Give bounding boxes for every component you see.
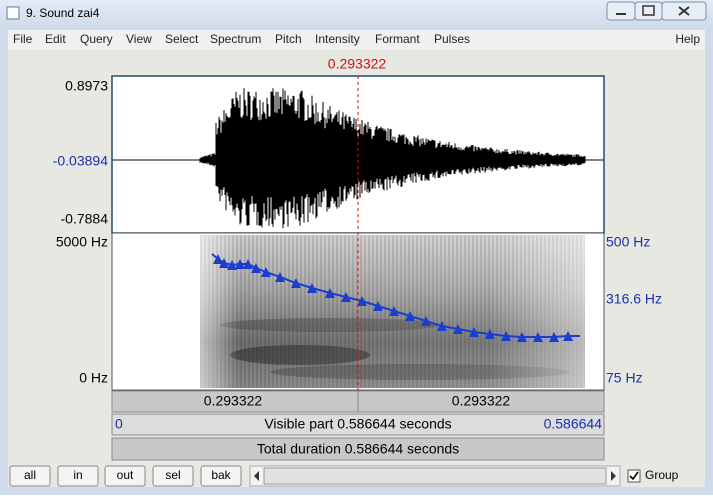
- toolbar-button[interactable]: [104, 465, 146, 487]
- selection-left: 0.293322: [204, 393, 263, 409]
- frequency-max: 5000 Hz: [56, 234, 108, 250]
- pitch-min: 75 Hz: [606, 370, 643, 386]
- visible-end: 0.586644: [544, 416, 603, 432]
- visible-start: 0: [115, 416, 123, 432]
- menu-item[interactable]: Edit: [45, 32, 66, 46]
- amplitude-cursor: -0.03894: [53, 153, 108, 169]
- total-duration: Total duration 0.586644 seconds: [257, 441, 459, 457]
- cursor-time: 0.293322: [328, 56, 387, 72]
- window-title: 9. Sound zai4: [26, 6, 100, 20]
- maximize-icon: [642, 5, 655, 16]
- pitch-cursor: 316.6 Hz: [606, 291, 662, 307]
- waveform: [199, 88, 586, 229]
- scroll-thumb[interactable]: [263, 467, 607, 485]
- toolbar-button[interactable]: [200, 465, 242, 487]
- toolbar-button[interactable]: [152, 465, 194, 487]
- menu-item[interactable]: Help: [675, 32, 700, 46]
- amplitude-min: -0.7884: [61, 211, 109, 227]
- app-icon: [6, 6, 20, 20]
- toolbar-button[interactable]: [57, 465, 99, 487]
- visible-label: Visible part 0.586644 seconds: [264, 416, 451, 432]
- title-bar: [0, 0, 713, 28]
- toolbar-button[interactable]: [9, 465, 51, 487]
- total-bar[interactable]: [111, 437, 605, 461]
- scroll-right[interactable]: [611, 471, 616, 481]
- maximize-button[interactable]: [634, 1, 663, 21]
- visible-bar[interactable]: [111, 413, 605, 436]
- menu-item[interactable]: Pitch: [275, 32, 302, 46]
- menu-item[interactable]: View: [126, 32, 152, 46]
- menu-item[interactable]: Spectrum: [210, 32, 261, 46]
- group-checkbox[interactable]: [627, 469, 641, 483]
- menu-item[interactable]: File: [13, 32, 33, 46]
- button-label: in: [73, 468, 82, 482]
- button-label: bak: [211, 468, 231, 482]
- minimize-button[interactable]: [606, 1, 636, 21]
- pitch-max: 500 Hz: [606, 234, 650, 250]
- button-label: out: [117, 468, 134, 482]
- group-label: Group: [645, 468, 679, 482]
- menu-item[interactable]: Select: [165, 32, 199, 46]
- close-icon: [678, 6, 690, 16]
- pitch-track: [211, 253, 580, 342]
- menu-item[interactable]: Query: [80, 32, 113, 46]
- button-label: all: [24, 468, 36, 482]
- selection-right-bar[interactable]: [357, 390, 605, 413]
- menu-item[interactable]: Pulses: [434, 32, 470, 46]
- menu-item[interactable]: Formant: [375, 32, 420, 46]
- menu-item[interactable]: Intensity: [315, 32, 360, 46]
- check-mark: [629, 471, 639, 481]
- amplitude-max: 0.8973: [65, 78, 108, 94]
- menu-bar: [8, 30, 705, 50]
- scroll-left[interactable]: [254, 471, 259, 481]
- button-label: sel: [165, 468, 180, 482]
- frequency-min: 0 Hz: [79, 370, 108, 386]
- selection-right: 0.293322: [452, 393, 511, 409]
